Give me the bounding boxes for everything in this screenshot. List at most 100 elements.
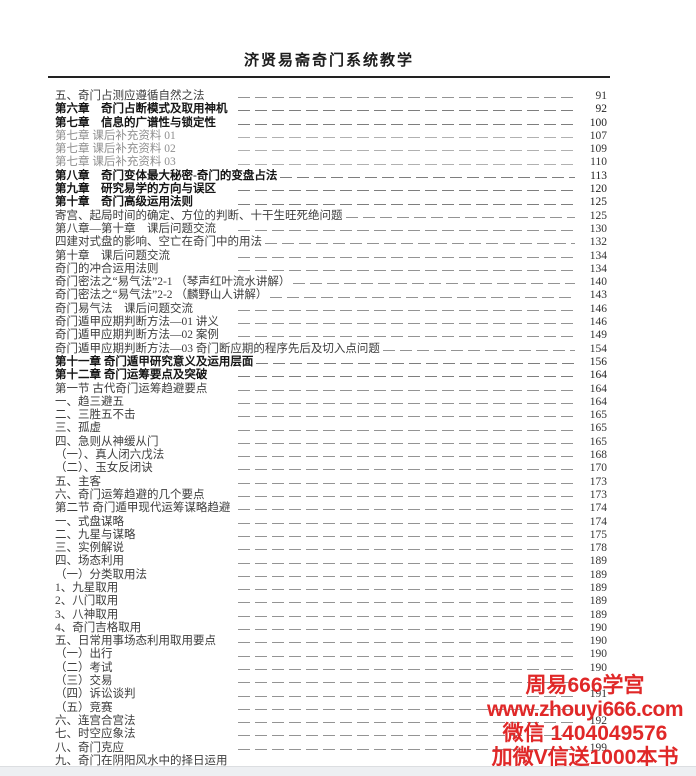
toc-entry-title: （五）竞赛 [55, 701, 113, 714]
toc-leader-line [238, 535, 575, 537]
toc-leader-line [238, 256, 575, 258]
toc-entry-title: （四）诉讼谈判 [55, 688, 136, 701]
toc-page-number: 174 [589, 502, 607, 515]
toc-entry-title: （一）、真人闭六戊法 [55, 449, 165, 462]
toc-leader-line [238, 629, 575, 631]
toc-entry-title: 八、奇门克应 [55, 741, 124, 754]
page-header: 济贤易斋奇门系统教学 [48, 49, 610, 78]
toc-entry-title: 四建对式盘的影响、空亡在奇门中的用法 [55, 236, 262, 249]
toc-leader-line [238, 336, 575, 338]
toc-leader-line [238, 615, 575, 617]
toc-page-number: 146 [589, 316, 607, 329]
toc-leader-line [238, 230, 575, 232]
toc-leader-line [238, 655, 575, 657]
toc-row: （三）交易 [55, 675, 607, 688]
toc-row: （一）、真人闭六戊法 168 [55, 449, 607, 462]
toc-entry-title: 五、奇门占测应遵循自然之法 [55, 90, 205, 102]
toc-row: 第七章 课后补充资料 02 109 [55, 143, 607, 156]
toc-page-number: 154 [589, 342, 607, 355]
toc-row: 第六章 奇门占断模式及取用神机 92 [55, 103, 607, 116]
toc-leader-line [238, 682, 575, 684]
toc-row: 第一节 古代奇门运筹趋避要点 164 [55, 383, 607, 396]
toc-entry-title: 奇门的冲合运用法则 [55, 262, 159, 275]
toc-page-number: 178 [589, 542, 607, 555]
toc-leader-line [238, 642, 575, 644]
toc-leader-line [238, 416, 575, 418]
toc-entry-title: 第六章 奇门占断模式及取用神机 [55, 103, 228, 116]
toc-row: 第八章—第十章 课后问题交流 130 [55, 223, 607, 236]
toc-leader-line [256, 363, 575, 365]
toc-entry-title: 九、奇门在阴阳风水中的择日运用 [55, 754, 228, 767]
toc-row: 3、八神取用 189 [55, 609, 607, 622]
toc-page-number: 168 [589, 449, 607, 462]
toc-entry-title: 奇门易气法 课后问题交流 [55, 302, 193, 315]
watermark-line-1: 周易666学宫 [525, 674, 645, 697]
toc-row: 1、九星取用 189 [55, 582, 607, 595]
toc-row: 三、实例解说 178 [55, 542, 607, 555]
toc-page-number: 91 [595, 90, 608, 102]
toc-page-number: 190 [589, 661, 607, 674]
toc-entry-title: 五、主客 [55, 475, 101, 488]
toc-leader-line [238, 722, 575, 724]
toc-page-number: 175 [589, 528, 607, 541]
toc-leader-line [238, 708, 575, 710]
toc-page-number: 143 [589, 289, 607, 302]
toc-leader-line [238, 735, 575, 737]
toc-row: 二、三胜五不击 165 [55, 409, 607, 422]
toc-page-number: 192 [589, 714, 607, 727]
toc-row: 七、时空应象法 [55, 728, 607, 741]
toc-row: 二、九星与谋略 175 [55, 529, 607, 542]
toc-row: 第九章 研究易学的方向与误区 120 [55, 183, 607, 196]
toc-row: 奇门密法之“易气法”2-1 （琴声红叶流水讲解） 140 [55, 276, 607, 289]
toc-page-number: 173 [589, 475, 607, 488]
toc-row: 第八章 奇门变体最大秘密-奇门的变盘占法 113 [55, 170, 607, 183]
toc-page-number: 125 [589, 196, 607, 209]
toc-entry-title: 第十章 奇门高级运用法则 [55, 196, 193, 209]
toc-page-number: 120 [589, 183, 607, 196]
toc-row: 奇门遁甲应期判断方法—02 案例 149 [55, 329, 607, 342]
toc-row: 奇门遁甲应期判断方法—03 奇门断应期的程序先后及切入点问题 154 [55, 343, 607, 356]
toc-entry-title: 奇门遁甲应期判断方法—01 讲义 [55, 316, 219, 329]
toc-entry-title: 二、三胜五不击 [55, 409, 136, 422]
toc-entry-title: 1、九星取用 [55, 581, 119, 594]
toc-page-number: 164 [589, 382, 607, 395]
watermark-block: 周易666学宫 www.zhouyi666.com 微信 1404049576 … [478, 674, 692, 770]
toc-row: 第七章 课后补充资料 01 107 [55, 130, 607, 143]
toc-entry-title: 二、九星与谋略 [55, 528, 136, 541]
toc-page-number: 165 [589, 409, 607, 422]
toc-page-number: 170 [589, 462, 607, 475]
toc-row: 第七章 课后补充资料 03 110 [55, 156, 607, 169]
toc-page-number: 165 [589, 422, 607, 435]
toc-entry-title: 五、日常用事场态利用取用要点 [55, 635, 216, 648]
toc-row: 一、式盘谋略 174 [55, 516, 607, 529]
toc-leader-line [238, 203, 575, 205]
toc-leader-line [238, 456, 575, 458]
toc-page-number: 164 [589, 369, 607, 382]
toc-leader-line [238, 323, 575, 325]
toc-page-number: 146 [589, 302, 607, 315]
toc-leader-line [238, 376, 575, 378]
toc-entry-title: 七、时空应象法 [55, 728, 136, 741]
toc-entry-title: 第七章 课后补充资料 01 [55, 129, 176, 142]
toc-row: 第十一章 奇门遁甲研究意义及运用层面 156 [55, 356, 607, 369]
toc-row: 第二节 奇门遁甲现代运筹谋略趋避 174 [55, 502, 607, 515]
toc-row: 奇门易气法 课后问题交流 146 [55, 303, 607, 316]
toc-entry-title: 4、奇门吉格取用 [55, 621, 142, 634]
toc-page-number: 189 [589, 555, 607, 568]
toc-leader-line [238, 402, 575, 404]
toc-leader-line [270, 296, 575, 298]
toc-page-number: 125 [589, 209, 607, 222]
toc-row: （一）出行 190 [55, 648, 607, 661]
toc-entry-title: 四、急则从神缓从门 [55, 435, 159, 448]
toc-entry-title: 一、趋三避五 [55, 395, 124, 408]
toc-leader-line [238, 695, 575, 697]
toc-entry-title: 第七章 课后补充资料 02 [55, 143, 176, 156]
toc-leader-line [238, 442, 575, 444]
toc-entry-title: 奇门遁甲应期判断方法—03 奇门断应期的程序先后及切入点问题 [55, 342, 380, 355]
toc-row: 奇门密法之“易气法”2-2 （麟野山人讲解） 143 [55, 289, 607, 302]
toc-leader-line [238, 509, 575, 511]
toc-row: 五、主客 173 [55, 476, 607, 489]
toc-row: 八、奇门克应 199 [55, 742, 607, 755]
toc-entry-title: 三、实例解说 [55, 542, 124, 555]
toc-leader-line [238, 589, 575, 591]
